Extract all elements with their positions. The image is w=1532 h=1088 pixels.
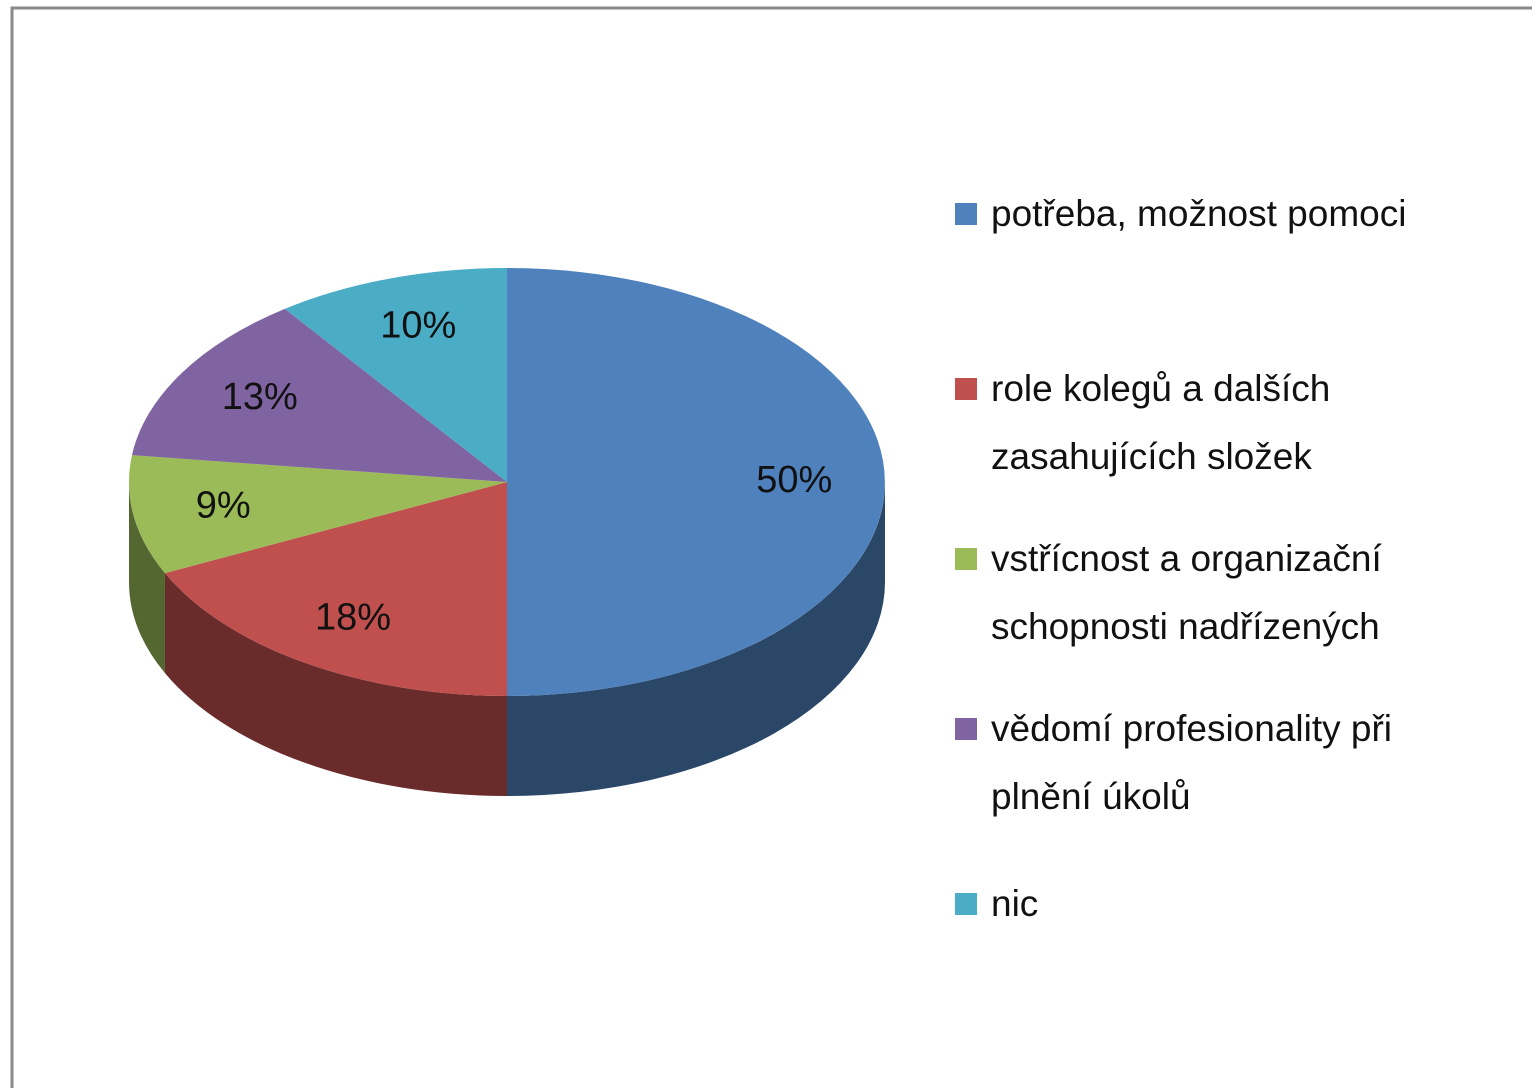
data-label: 10% [380,304,456,346]
legend-label: vstřícnost a organizační schopnosti nadř… [991,538,1382,647]
data-label: 50% [756,459,832,501]
legend-swatch [955,893,977,915]
data-label: 13% [222,376,298,418]
legend-swatch [955,378,977,400]
pie-slice [507,268,885,696]
legend-swatch [955,203,977,225]
legend-swatch [955,718,977,740]
legend-item: vědomí profesionality při plnění úkolů [955,695,1461,831]
pie-slice [129,455,508,574]
legend-item: vstřícnost a organizační schopnosti nadř… [955,525,1461,661]
pie-slice [131,308,507,482]
legend-item: role kolegů a dalších zasahujících slože… [955,355,1461,491]
pie-side [164,573,507,796]
legend-item: nic [955,870,1461,938]
pie-side [129,482,165,674]
legend-swatch [955,548,977,570]
legend-item: potřeba, možnost pomoci [955,180,1461,248]
legend-label: nic [991,883,1039,924]
pie-slice [284,268,507,482]
frame [10,6,1532,1088]
data-label: 9% [196,484,251,526]
pie-slice [164,482,507,696]
legend-label: role kolegů a dalších zasahujících slože… [991,368,1331,477]
data-label: 18% [315,596,391,638]
legend-label: vědomí profesionality při plnění úkolů [991,708,1393,817]
legend-label: potřeba, možnost pomoci [991,193,1407,234]
pie-side [507,482,885,796]
